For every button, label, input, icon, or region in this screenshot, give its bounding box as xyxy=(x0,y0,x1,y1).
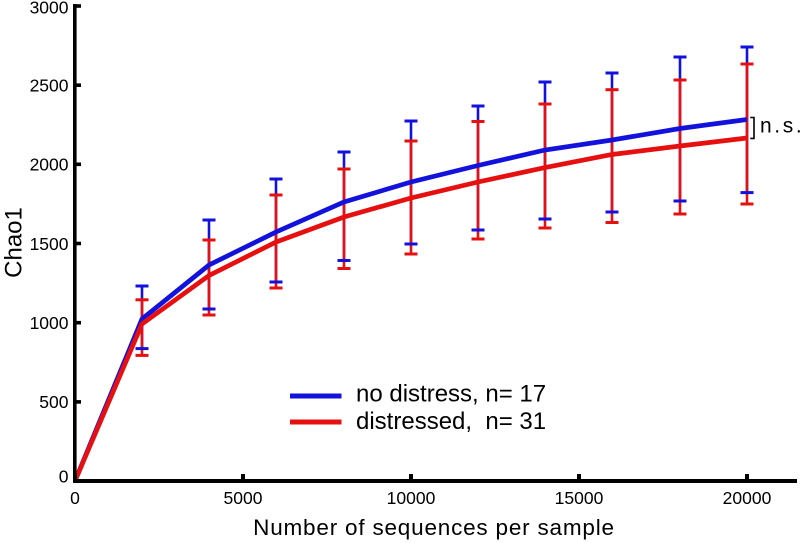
svg-text:0: 0 xyxy=(59,466,69,486)
svg-text:1500: 1500 xyxy=(30,234,69,254)
svg-text:Chao1: Chao1 xyxy=(1,207,28,278)
svg-text:15000: 15000 xyxy=(555,488,604,508)
svg-text:3000: 3000 xyxy=(30,0,69,18)
svg-text:500: 500 xyxy=(39,392,68,412)
svg-text:10000: 10000 xyxy=(387,488,436,508)
svg-text:distressed, n= 31: distressed, n= 31 xyxy=(356,408,546,435)
svg-text:no distress, n= 17: no distress, n= 17 xyxy=(356,381,546,408)
svg-text:n.s.: n.s. xyxy=(760,115,800,138)
svg-text:2500: 2500 xyxy=(30,76,69,96)
svg-text:5000: 5000 xyxy=(224,488,263,508)
svg-text:20000: 20000 xyxy=(723,488,772,508)
svg-text:0: 0 xyxy=(70,488,80,508)
svg-text:2000: 2000 xyxy=(30,155,69,175)
svg-text:1000: 1000 xyxy=(30,313,69,333)
svg-text:Number of sequences per sample: Number of sequences per sample xyxy=(253,515,615,540)
